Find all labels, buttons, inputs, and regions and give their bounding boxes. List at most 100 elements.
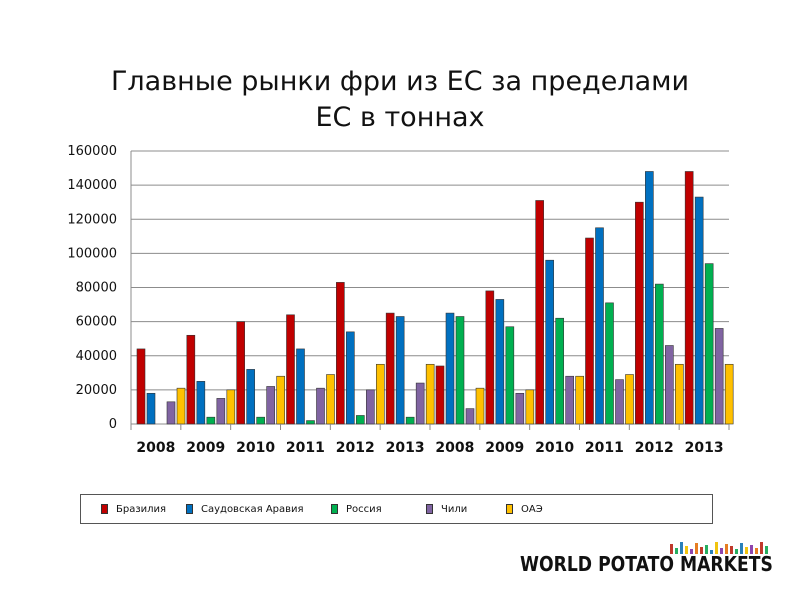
logo-bar: [705, 545, 708, 554]
legend-label: ОАЭ: [521, 503, 543, 515]
bar: [376, 363, 385, 425]
bar: [495, 299, 505, 425]
bar: [395, 316, 405, 425]
legend-swatch: [186, 504, 193, 514]
bar: [415, 382, 425, 425]
bar: [146, 392, 156, 425]
legend-item-saudi-arabia: Саудовская Аравия: [186, 503, 304, 515]
chart-title: Главные рынки фри из ЕС за пределами ЕС …: [0, 64, 800, 136]
bar: [385, 312, 395, 425]
logo-bar: [755, 548, 758, 554]
bar: [216, 398, 226, 425]
legend-swatch: [101, 504, 108, 514]
x-tick-label: 2011: [585, 440, 624, 456]
bar: [455, 316, 465, 425]
bar: [336, 282, 345, 425]
bar: [346, 331, 355, 425]
bar-chart: 0 20000 40000 60000 80000 100000 120000 140000 1…: [67, 144, 734, 456]
logo-bar: [700, 547, 703, 554]
bar: [246, 369, 255, 425]
bar: [724, 363, 734, 425]
bar: [316, 387, 325, 425]
bar: [615, 379, 624, 425]
bar: [176, 387, 186, 425]
bar: [535, 200, 544, 425]
logo-bar: [690, 549, 693, 554]
logo-bar: [695, 543, 698, 554]
bar: [356, 415, 365, 425]
logo-bars-icon: [670, 542, 768, 554]
bar: [555, 317, 564, 425]
logo-bar: [750, 545, 753, 554]
logo-bar: [735, 549, 738, 554]
legend-swatch: [506, 504, 513, 514]
x-tick-label: 2010: [535, 440, 574, 456]
bar: [565, 375, 574, 425]
bar: [635, 201, 644, 425]
bar: [694, 196, 704, 425]
x-tick-label: 2008: [136, 440, 175, 456]
bar: [645, 171, 654, 425]
bar: [475, 387, 485, 425]
bar: [665, 345, 674, 425]
logo-bar: [730, 546, 733, 554]
logo-bar: [760, 542, 763, 554]
legend-label: Саудовская Аравия: [201, 503, 304, 515]
chart-title-line-1: Главные рынки фри из ЕС за пределами: [110, 66, 690, 97]
bar: [485, 290, 495, 425]
bar: [366, 389, 375, 425]
y-tick-label: 80000: [76, 281, 117, 296]
bar: [684, 171, 694, 425]
bar: [226, 389, 236, 425]
bar: [505, 326, 515, 425]
bar: [276, 375, 285, 425]
x-tick-label: 2008: [435, 440, 474, 456]
x-tick-label: 2011: [286, 440, 325, 456]
bar: [515, 392, 525, 425]
bar: [704, 263, 714, 425]
bar: [465, 408, 475, 425]
chart-title-line-2: ЕС в тоннах: [315, 102, 485, 133]
y-tick-label: 0: [109, 417, 117, 432]
bar: [595, 227, 604, 425]
bar: [136, 348, 146, 425]
logo-bar: [765, 546, 768, 554]
legend-item-uae: ОАЭ: [506, 503, 543, 515]
x-tick-label: 2012: [635, 440, 674, 456]
bar: [326, 374, 335, 425]
logo-bar: [720, 548, 723, 554]
legend-swatch: [331, 504, 338, 514]
logo-bar: [725, 544, 728, 554]
bar: [196, 381, 206, 425]
bar: [425, 363, 435, 425]
bar: [655, 283, 664, 425]
logo-bar: [675, 548, 678, 554]
legend-label: Бразилия: [116, 503, 167, 515]
legend-swatch: [426, 504, 433, 514]
bar: [405, 416, 415, 425]
y-tick-label: 20000: [76, 383, 117, 398]
legend-item-russia: Россия: [331, 503, 382, 515]
logo-bar: [680, 542, 683, 554]
logo-bar: [685, 546, 688, 554]
x-tick-label: 2012: [336, 440, 375, 456]
logo-bar: [710, 550, 713, 554]
bar: [266, 386, 275, 425]
chart-legend: Бразилия Саудовская Аравия Россия Чили О…: [80, 494, 713, 524]
bar: [445, 312, 455, 425]
x-tick-label: 2013: [685, 440, 724, 456]
bar: [286, 314, 295, 425]
bar: [186, 334, 196, 425]
y-tick-label: 60000: [76, 315, 117, 330]
bar: [206, 416, 216, 425]
bar: [605, 302, 614, 425]
bar: [166, 401, 176, 425]
legend-label: Россия: [346, 503, 382, 515]
bar: [306, 420, 315, 425]
bar: [675, 363, 684, 425]
bar: [256, 416, 265, 425]
y-tick-label: 160000: [67, 144, 117, 159]
logo-text: WORLD POTATO MARKETS: [520, 552, 773, 576]
bar: [575, 375, 584, 425]
x-tick-label: 2010: [236, 440, 275, 456]
